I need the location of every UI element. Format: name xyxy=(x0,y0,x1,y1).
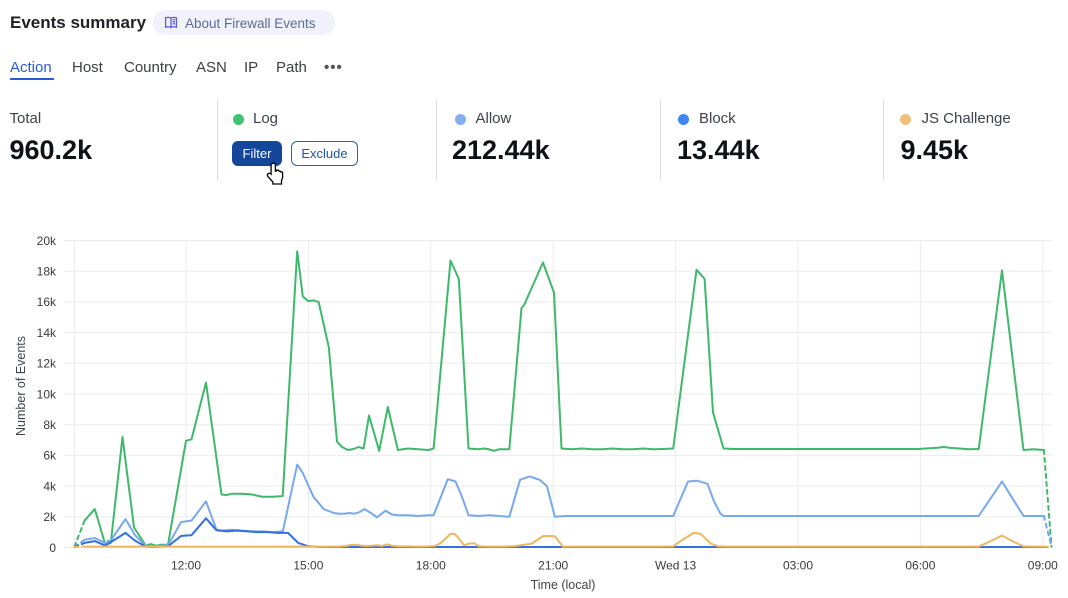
svg-text:8k: 8k xyxy=(43,418,57,432)
svg-text:15:00: 15:00 xyxy=(293,559,323,573)
svg-text:20k: 20k xyxy=(37,234,57,248)
svg-text:Wed 13: Wed 13 xyxy=(655,559,696,573)
svg-text:21:00: 21:00 xyxy=(538,559,568,573)
svg-text:03:00: 03:00 xyxy=(783,559,813,573)
svg-text:18k: 18k xyxy=(37,265,57,279)
svg-text:0: 0 xyxy=(49,541,56,555)
svg-text:4k: 4k xyxy=(43,479,57,493)
svg-text:12:00: 12:00 xyxy=(171,559,201,573)
svg-text:06:00: 06:00 xyxy=(905,559,935,573)
svg-text:12k: 12k xyxy=(37,357,57,371)
svg-text:14k: 14k xyxy=(37,326,57,340)
svg-text:6k: 6k xyxy=(43,449,57,463)
svg-text:2k: 2k xyxy=(43,510,57,524)
svg-text:16k: 16k xyxy=(37,295,57,309)
svg-text:09:00: 09:00 xyxy=(1028,559,1058,573)
svg-text:18:00: 18:00 xyxy=(416,559,446,573)
svg-text:10k: 10k xyxy=(37,387,57,401)
svg-text:Time (local): Time (local) xyxy=(531,578,596,592)
svg-text:Number of Events: Number of Events xyxy=(14,336,28,436)
